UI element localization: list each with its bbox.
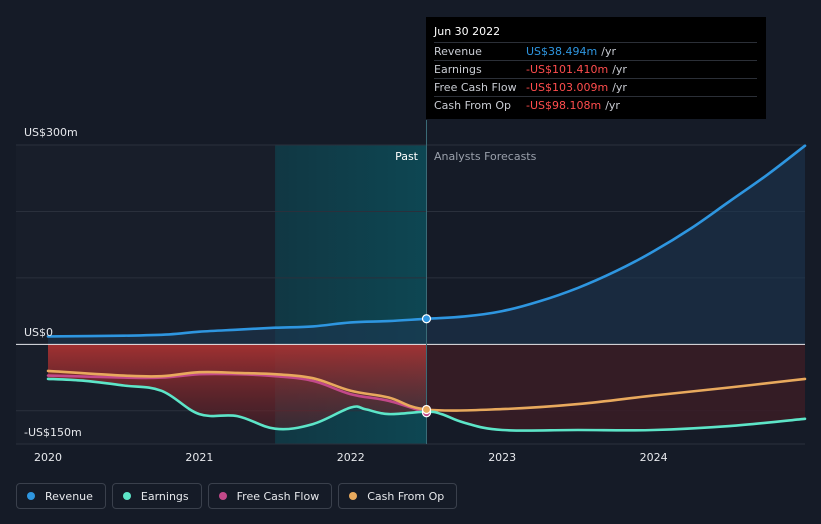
tooltip-row-name: Cash From Op: [434, 99, 512, 112]
tooltip-row-free-cash-flow: Free Cash Flow -US$103.009m /yr: [434, 78, 757, 96]
series-line-cash-from-op: [46, 369, 807, 412]
x-tick-label: 2023: [488, 451, 516, 464]
marker-cash-from-op: [421, 404, 432, 415]
past-label: Past: [395, 150, 419, 163]
legend-label: Earnings: [140, 489, 189, 503]
tooltip-row-name: Earnings: [434, 63, 482, 76]
series-lines: [46, 144, 807, 432]
tooltip-row-unit: /yr: [612, 81, 627, 94]
tooltip-row-value: -US$103.009m: [526, 81, 609, 94]
legend-item-revenue[interactable]: Revenue: [16, 483, 106, 509]
revenue-area: [48, 145, 805, 345]
x-tick-label: 2021: [185, 451, 213, 464]
y-axis-label-zero: US$0: [24, 326, 53, 339]
legend-item-free-cash-flow[interactable]: Free Cash Flow: [207, 483, 333, 509]
tooltip-row-name: Revenue: [434, 45, 482, 58]
legend-label: Free Cash Flow: [236, 489, 320, 503]
tooltip: Jun 30 2022 Revenue US$38.494m /yr Earni…: [426, 17, 766, 119]
x-tick-label: 2022: [337, 451, 365, 464]
tooltip-row-cash-from-op: Cash From Op -US$98.108m /yr: [434, 96, 757, 114]
legend: Revenue Earnings Free Cash Flow Cash Fro…: [16, 483, 458, 509]
tooltip-row-unit: /yr: [612, 63, 627, 76]
tooltip-row-earnings: Earnings -US$101.410m /yr: [434, 60, 757, 78]
legend-item-earnings[interactable]: Earnings: [111, 483, 202, 509]
tooltip-row-value: US$38.494m: [526, 45, 598, 58]
legend-label: Revenue: [45, 489, 93, 503]
forecast-label: Analysts Forecasts: [434, 150, 537, 163]
x-tick-label: 2024: [640, 451, 668, 464]
tooltip-row-value: -US$98.108m: [526, 99, 602, 112]
legend-dot-icon: [218, 492, 227, 500]
legend-label: Cash From Op: [367, 489, 445, 503]
tooltip-row-unit: /yr: [601, 45, 616, 58]
series-line-free-cash-flow: [46, 372, 428, 415]
x-axis-ticks: 2020 2021 2022 2023 2024: [34, 451, 668, 464]
tooltip-row-value: -US$101.410m: [526, 63, 609, 76]
tooltip-date: Jun 30 2022: [434, 25, 501, 38]
y-axis-label-top: US$300m: [24, 126, 78, 139]
tooltip-row-unit: /yr: [605, 99, 620, 112]
tooltip-row-revenue: Revenue US$38.494m /yr: [434, 42, 757, 60]
legend-item-cash-from-op[interactable]: Cash From Op: [338, 483, 458, 509]
legend-dot-icon: [27, 492, 35, 500]
legend-dot-icon: [122, 492, 131, 500]
x-tick-label: 2020: [34, 451, 62, 464]
negative-area-past: [48, 344, 427, 430]
marker-revenue: [421, 314, 432, 324]
chart: US$300m US$0 -US$150m Past Analysts Fore…: [16, 120, 807, 464]
legend-dot-icon: [349, 492, 358, 500]
series-line-earnings: [46, 377, 807, 432]
series-line-revenue: [46, 144, 807, 338]
tooltip-markers: [421, 314, 432, 418]
y-axis-label-bottom: -US$150m: [24, 426, 82, 439]
tooltip-row-name: Free Cash Flow: [434, 81, 517, 94]
